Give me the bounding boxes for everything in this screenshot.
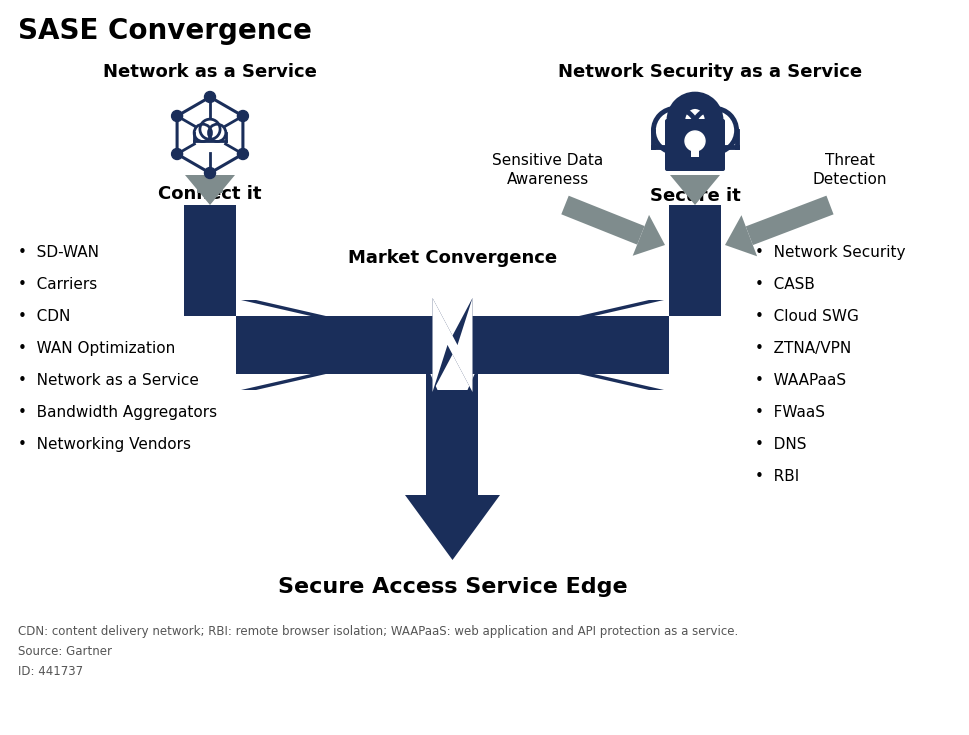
FancyBboxPatch shape: [682, 175, 708, 187]
Text: •  Carriers: • Carriers: [18, 277, 97, 292]
Polygon shape: [185, 175, 235, 205]
Polygon shape: [746, 196, 833, 245]
Text: •  CASB: • CASB: [755, 277, 815, 292]
Text: •  SD-WAN: • SD-WAN: [18, 245, 99, 260]
Circle shape: [685, 131, 705, 151]
Circle shape: [237, 148, 248, 159]
Text: •  ZTNA/VPN: • ZTNA/VPN: [755, 341, 851, 356]
Text: •  Bandwidth Aggregators: • Bandwidth Aggregators: [18, 405, 217, 420]
Text: Connect it: Connect it: [158, 185, 262, 203]
Text: •  WAAPaaS: • WAAPaaS: [755, 373, 846, 388]
Polygon shape: [453, 300, 664, 390]
Circle shape: [172, 110, 182, 121]
Polygon shape: [725, 215, 757, 257]
Text: Market Convergence: Market Convergence: [348, 249, 557, 267]
Polygon shape: [432, 298, 457, 392]
Polygon shape: [561, 196, 644, 245]
Text: •  RBI: • RBI: [755, 469, 799, 484]
Text: •  FWaaS: • FWaaS: [755, 405, 825, 420]
Text: •  DNS: • DNS: [755, 437, 806, 452]
Polygon shape: [236, 298, 457, 392]
Text: SASE Convergence: SASE Convergence: [18, 17, 312, 45]
Circle shape: [669, 94, 721, 146]
Circle shape: [194, 124, 211, 141]
Circle shape: [693, 108, 736, 153]
Text: Network as a Service: Network as a Service: [103, 63, 317, 81]
Text: •  Networking Vendors: • Networking Vendors: [18, 437, 191, 452]
FancyBboxPatch shape: [665, 119, 725, 171]
Text: •  Network Security: • Network Security: [755, 245, 905, 260]
Circle shape: [204, 91, 215, 102]
Circle shape: [237, 110, 248, 121]
Text: •  Cloud SWG: • Cloud SWG: [755, 309, 859, 324]
Text: Network Security as a Service: Network Security as a Service: [558, 63, 862, 81]
Polygon shape: [418, 300, 487, 390]
Text: Threat
Detection: Threat Detection: [813, 154, 888, 187]
Polygon shape: [405, 495, 500, 560]
Circle shape: [208, 124, 226, 141]
FancyBboxPatch shape: [197, 175, 223, 193]
FancyBboxPatch shape: [236, 316, 669, 374]
FancyBboxPatch shape: [691, 141, 699, 157]
Circle shape: [200, 119, 220, 140]
Polygon shape: [241, 300, 453, 390]
Polygon shape: [448, 298, 473, 392]
FancyBboxPatch shape: [653, 129, 736, 148]
FancyBboxPatch shape: [669, 205, 721, 316]
Text: Secure it: Secure it: [649, 187, 740, 205]
FancyBboxPatch shape: [184, 205, 236, 316]
Polygon shape: [670, 175, 720, 205]
Text: •  Network as a Service: • Network as a Service: [18, 373, 199, 388]
Circle shape: [172, 148, 182, 159]
Circle shape: [204, 168, 215, 179]
Text: CDN: content delivery network; RBI: remote browser isolation; WAAPaaS: web appli: CDN: content delivery network; RBI: remo…: [18, 625, 738, 678]
Text: •  CDN: • CDN: [18, 309, 71, 324]
Text: Sensitive Data
Awareness: Sensitive Data Awareness: [492, 154, 604, 187]
FancyBboxPatch shape: [194, 132, 226, 141]
FancyBboxPatch shape: [426, 374, 479, 495]
Polygon shape: [448, 298, 669, 392]
Text: Secure Access Service Edge: Secure Access Service Edge: [278, 577, 627, 597]
Polygon shape: [633, 215, 665, 256]
Circle shape: [653, 108, 698, 153]
Text: •  WAN Optimization: • WAN Optimization: [18, 341, 175, 356]
